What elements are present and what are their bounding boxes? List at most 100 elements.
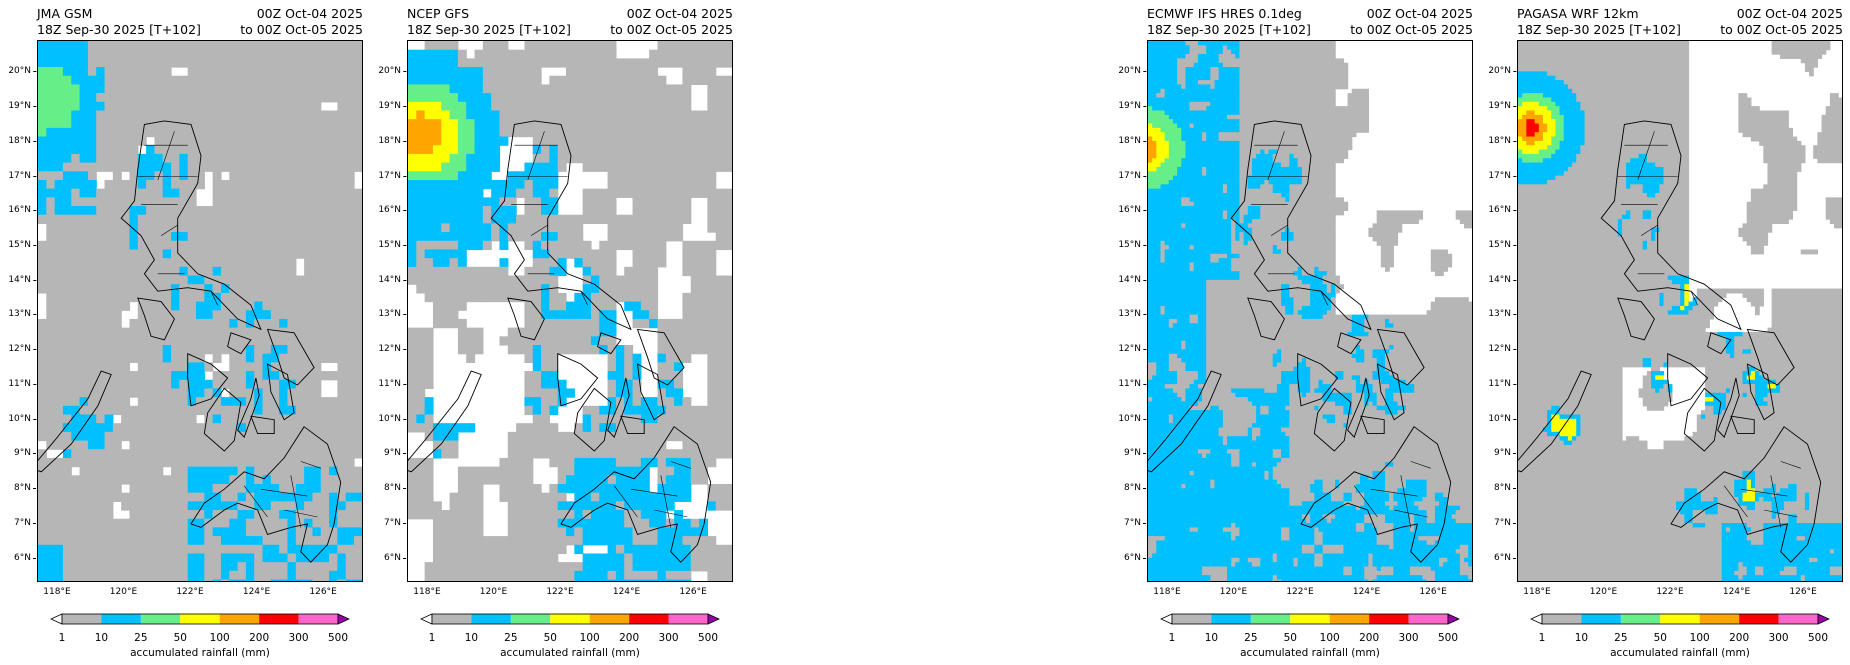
latitude-label: 8°N	[1494, 483, 1516, 493]
init-time: 18Z Sep-30 2025 [T+102]	[1147, 22, 1311, 38]
longitude-label: 118°E	[43, 587, 70, 597]
province-boundary	[1370, 488, 1418, 497]
province-boundary	[660, 475, 672, 528]
colorbar-segment	[1329, 614, 1370, 624]
model-name: PAGASA WRF 12km	[1517, 6, 1681, 22]
latitude-label: 12°N	[378, 344, 406, 354]
rainfall-map	[1147, 40, 1473, 582]
init-time: 18Z Sep-30 2025 [T+102]	[407, 22, 571, 38]
panel-header-right: 00Z Oct-04 2025 to 00Z Oct-05 2025	[610, 6, 733, 38]
colorbar-tick-label: 1	[59, 632, 66, 644]
island-outline	[573, 387, 612, 452]
province-boundary	[300, 461, 321, 469]
colorbar-tick-label: 200	[1729, 632, 1749, 644]
island-outline	[607, 377, 630, 438]
latitude-label: 18°N	[1488, 136, 1516, 146]
latitude-label: 20°N	[1488, 66, 1516, 76]
longitude-label: 122°E	[1286, 587, 1313, 597]
latitude-label: 16°N	[1488, 205, 1516, 215]
colorbar-tick-label: 50	[174, 632, 187, 644]
colorbar-tick-label: 300	[1769, 632, 1789, 644]
colorbar-segment	[589, 614, 630, 624]
latitude-label: 10°N	[1488, 414, 1516, 424]
latitude-label: 8°N	[384, 483, 406, 493]
longitude-label: 120°E	[1590, 587, 1617, 597]
province-boundary	[290, 475, 302, 528]
latitude-label: 14°N	[378, 275, 406, 285]
island-outline	[266, 363, 295, 421]
island-outline	[1376, 363, 1405, 421]
valid-to: to 00Z Oct-05 2025	[1720, 22, 1843, 38]
valid-to: to 00Z Oct-05 2025	[610, 22, 733, 38]
colorbar-tick-label: 200	[619, 632, 639, 644]
colorbar-over-arrow	[707, 613, 720, 625]
colorbar-tick-label: 50	[1284, 632, 1297, 644]
panel-header-left: PAGASA WRF 12km 18Z Sep-30 2025 [T+102]	[1517, 6, 1681, 38]
island-outline	[1247, 297, 1285, 341]
colorbar-tick-label: 50	[1654, 632, 1667, 644]
island-outline	[1667, 353, 1709, 407]
province-boundary	[1270, 224, 1288, 236]
colorbar-over-arrow	[1817, 613, 1830, 625]
province-boundary	[670, 461, 691, 469]
colorbar-tick-label: 25	[134, 632, 147, 644]
init-time: 18Z Sep-30 2025 [T+102]	[37, 22, 201, 38]
latitude-label: 17°N	[1118, 171, 1146, 181]
latitude-label: 16°N	[8, 205, 36, 215]
province-boundary	[1780, 461, 1801, 469]
latitude-label: 20°N	[8, 66, 36, 76]
valid-from: 00Z Oct-04 2025	[1350, 6, 1473, 22]
island-outline	[1337, 332, 1362, 355]
colorbar-tick-label: 25	[1244, 632, 1257, 644]
colorbar-under-arrow	[1530, 613, 1543, 625]
island-outline	[1746, 363, 1775, 421]
colorbar-segment	[432, 614, 472, 624]
province-boundary	[1764, 509, 1798, 518]
colorbar-segment	[62, 614, 102, 624]
island-outline	[560, 426, 712, 563]
rainfall-map	[37, 40, 363, 582]
latitude-label: 13°N	[1118, 309, 1146, 319]
colorbar-segment	[101, 614, 141, 624]
latitude-label: 19°N	[1118, 101, 1146, 111]
colorbar-segment	[219, 614, 260, 624]
island-outline	[507, 297, 545, 341]
latitude-label: 16°N	[378, 205, 406, 215]
island-outline	[250, 415, 275, 435]
colorbar-tick-label: 1	[1539, 632, 1546, 644]
latitude-label: 19°N	[8, 101, 36, 111]
longitude-label: 118°E	[1153, 587, 1180, 597]
model-name: ECMWF IFS HRES 0.1deg	[1147, 6, 1311, 22]
colorbar-segment	[1250, 614, 1291, 624]
colorbar-strip	[1530, 613, 1830, 625]
colorbar-segment	[1699, 614, 1740, 624]
province-boundary	[210, 291, 218, 306]
colorbar-segment	[1620, 614, 1661, 624]
longitude-label: 118°E	[413, 587, 440, 597]
latitude-label: 19°N	[378, 101, 406, 111]
colorbar-strip	[420, 613, 720, 625]
forecast-panel: PAGASA WRF 12km 18Z Sep-30 2025 [T+102] 00…	[1488, 0, 1850, 665]
island-outline	[1670, 426, 1822, 563]
island-outline	[203, 387, 242, 452]
latitude-label: 7°N	[1124, 518, 1146, 528]
longitude-label: 124°E	[1723, 587, 1750, 597]
latitude-label: 11°N	[1118, 379, 1146, 389]
latitude-label: 6°N	[1124, 553, 1146, 563]
longitude-label: 126°E	[679, 587, 706, 597]
latitude-label: 19°N	[1488, 101, 1516, 111]
latitude-label: 9°N	[1124, 448, 1146, 458]
panel-header-right: 00Z Oct-04 2025 to 00Z Oct-05 2025	[1350, 6, 1473, 38]
rainfall-field	[1148, 41, 1472, 581]
panel-header-right: 00Z Oct-04 2025 to 00Z Oct-05 2025	[1720, 6, 1843, 38]
latitude-label: 9°N	[1494, 448, 1516, 458]
island-outline	[266, 328, 315, 386]
colorbar-tick-label: 10	[1205, 632, 1218, 644]
forecast-panel: ECMWF IFS HRES 0.1deg 18Z Sep-30 2025 [T+…	[1118, 0, 1507, 665]
longitude-label: 120°E	[1220, 587, 1247, 597]
island-outline	[1746, 328, 1795, 386]
colorbar-tick-label: 300	[659, 632, 679, 644]
province-boundary	[1320, 291, 1328, 306]
latitude-label: 15°N	[1118, 240, 1146, 250]
province-boundary	[527, 131, 545, 181]
